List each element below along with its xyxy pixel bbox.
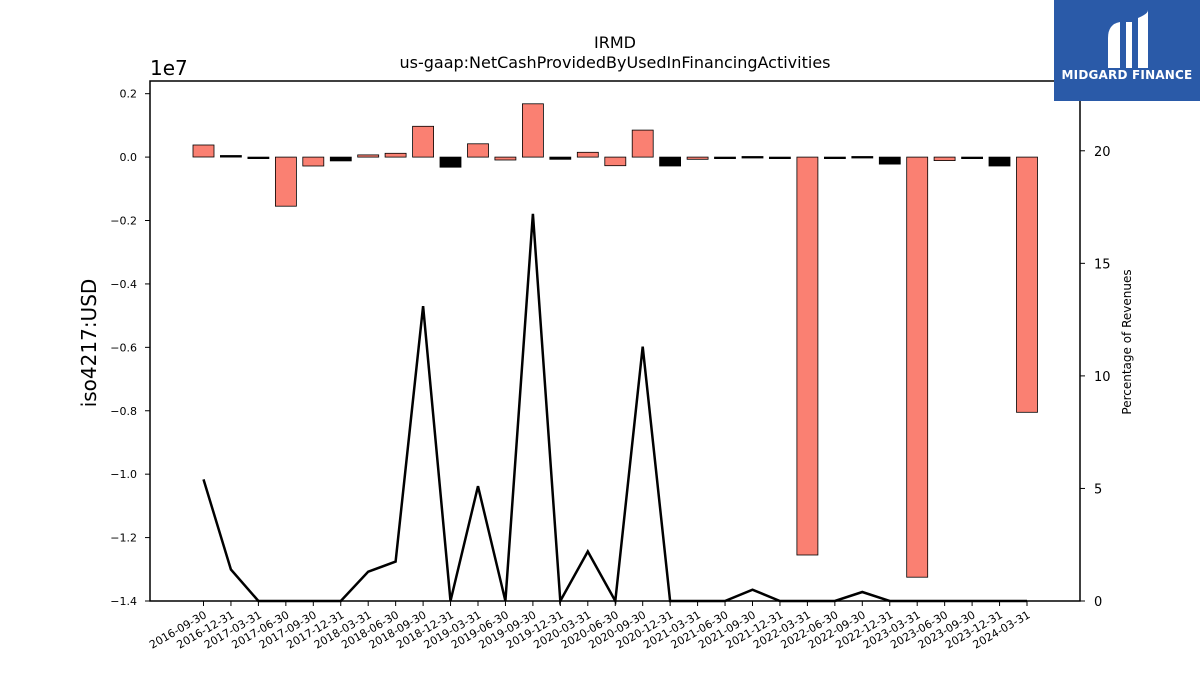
bar-2022-09-30 — [851, 156, 874, 159]
y-offset-label: 1e7 — [150, 56, 188, 80]
bar-2018-03-31 — [357, 154, 380, 158]
bar-2020-03-31 — [576, 151, 599, 158]
bar-2021-12-31 — [769, 156, 791, 160]
bar-2021-09-30 — [741, 156, 764, 159]
bar-2017-03-31 — [247, 156, 270, 160]
bar-2019-03-31 — [467, 143, 489, 158]
bar-2020-06-30 — [604, 156, 627, 167]
bar-2023-09-30 — [961, 156, 983, 160]
y2-axis-label: Percentage of Revenues — [1120, 269, 1134, 414]
bar-2024-03-31 — [1016, 156, 1038, 413]
y-tick-label: −0.2 — [110, 215, 137, 228]
bars-group — [192, 103, 1038, 578]
bar-2017-12-31 — [329, 156, 352, 162]
y-tick-label: −0.6 — [110, 341, 137, 354]
bar-2019-12-31 — [549, 156, 572, 160]
y-tick-label: 0.2 — [120, 88, 138, 101]
brand-mark-icon — [1108, 10, 1148, 68]
y2-tick-label: 15 — [1094, 257, 1111, 272]
plot-frame — [149, 80, 1081, 602]
bar-2016-12-31 — [219, 155, 242, 158]
brand-logo-text: MIDGARD FINANCE — [1061, 68, 1193, 82]
y-tick-label: −0.4 — [110, 278, 137, 291]
y-tick-label: 0.0 — [120, 151, 138, 164]
line-group — [202, 213, 1027, 606]
bar-2018-12-31 — [439, 156, 462, 168]
bar-2016-09-30 — [192, 144, 215, 158]
bar-2019-09-30 — [522, 103, 544, 158]
bar-2022-12-31 — [878, 156, 901, 165]
bar-2019-06-30 — [494, 156, 517, 161]
y-tick-label: −1.4 — [110, 595, 137, 608]
x-ticks: 2016-09-302016-12-312017-03-312017-06-30… — [147, 601, 1033, 652]
y-axis-label: iso4217:USD — [77, 279, 101, 408]
y2-tick-label: 20 — [1094, 145, 1111, 160]
bar-2017-06-30 — [274, 156, 297, 207]
bar-2022-06-30 — [824, 156, 846, 160]
bar-2017-09-30 — [302, 156, 325, 167]
y-ticks: 0.2 0.0 −0.2 −0.4 −0.6 −0.8 −1.0 −1.2 −1.4 — [110, 88, 150, 608]
bar-2023-03-31 — [906, 156, 929, 578]
bar-2021-06-30 — [714, 156, 736, 160]
bar-2018-06-30 — [384, 152, 407, 158]
y2-ticks: 0 5 10 15 20 — [1080, 145, 1111, 610]
bar-2021-03-31 — [686, 156, 709, 160]
y2-tick-label: 5 — [1094, 482, 1102, 497]
y2-tick-label: 10 — [1094, 370, 1111, 385]
chart-title: IRMD — [594, 33, 636, 52]
bar-2020-09-30 — [631, 129, 654, 158]
y2-tick-label: 0 — [1094, 595, 1102, 610]
brand-logo: MIDGARD FINANCE — [1054, 0, 1200, 101]
bar-2018-09-30 — [412, 125, 435, 158]
bar-2022-03-31 — [796, 156, 819, 556]
bar-2023-12-31 — [988, 156, 1011, 167]
chart-subtitle: us-gaap:NetCashProvidedByUsedInFinancing… — [399, 53, 830, 72]
percentage-line — [202, 213, 1027, 606]
bar-2020-12-31 — [659, 156, 681, 167]
y-tick-label: −1.2 — [110, 532, 137, 545]
y-tick-label: −0.8 — [110, 405, 137, 418]
bar-2023-06-30 — [933, 156, 956, 162]
y-tick-label: −1.0 — [110, 468, 137, 481]
